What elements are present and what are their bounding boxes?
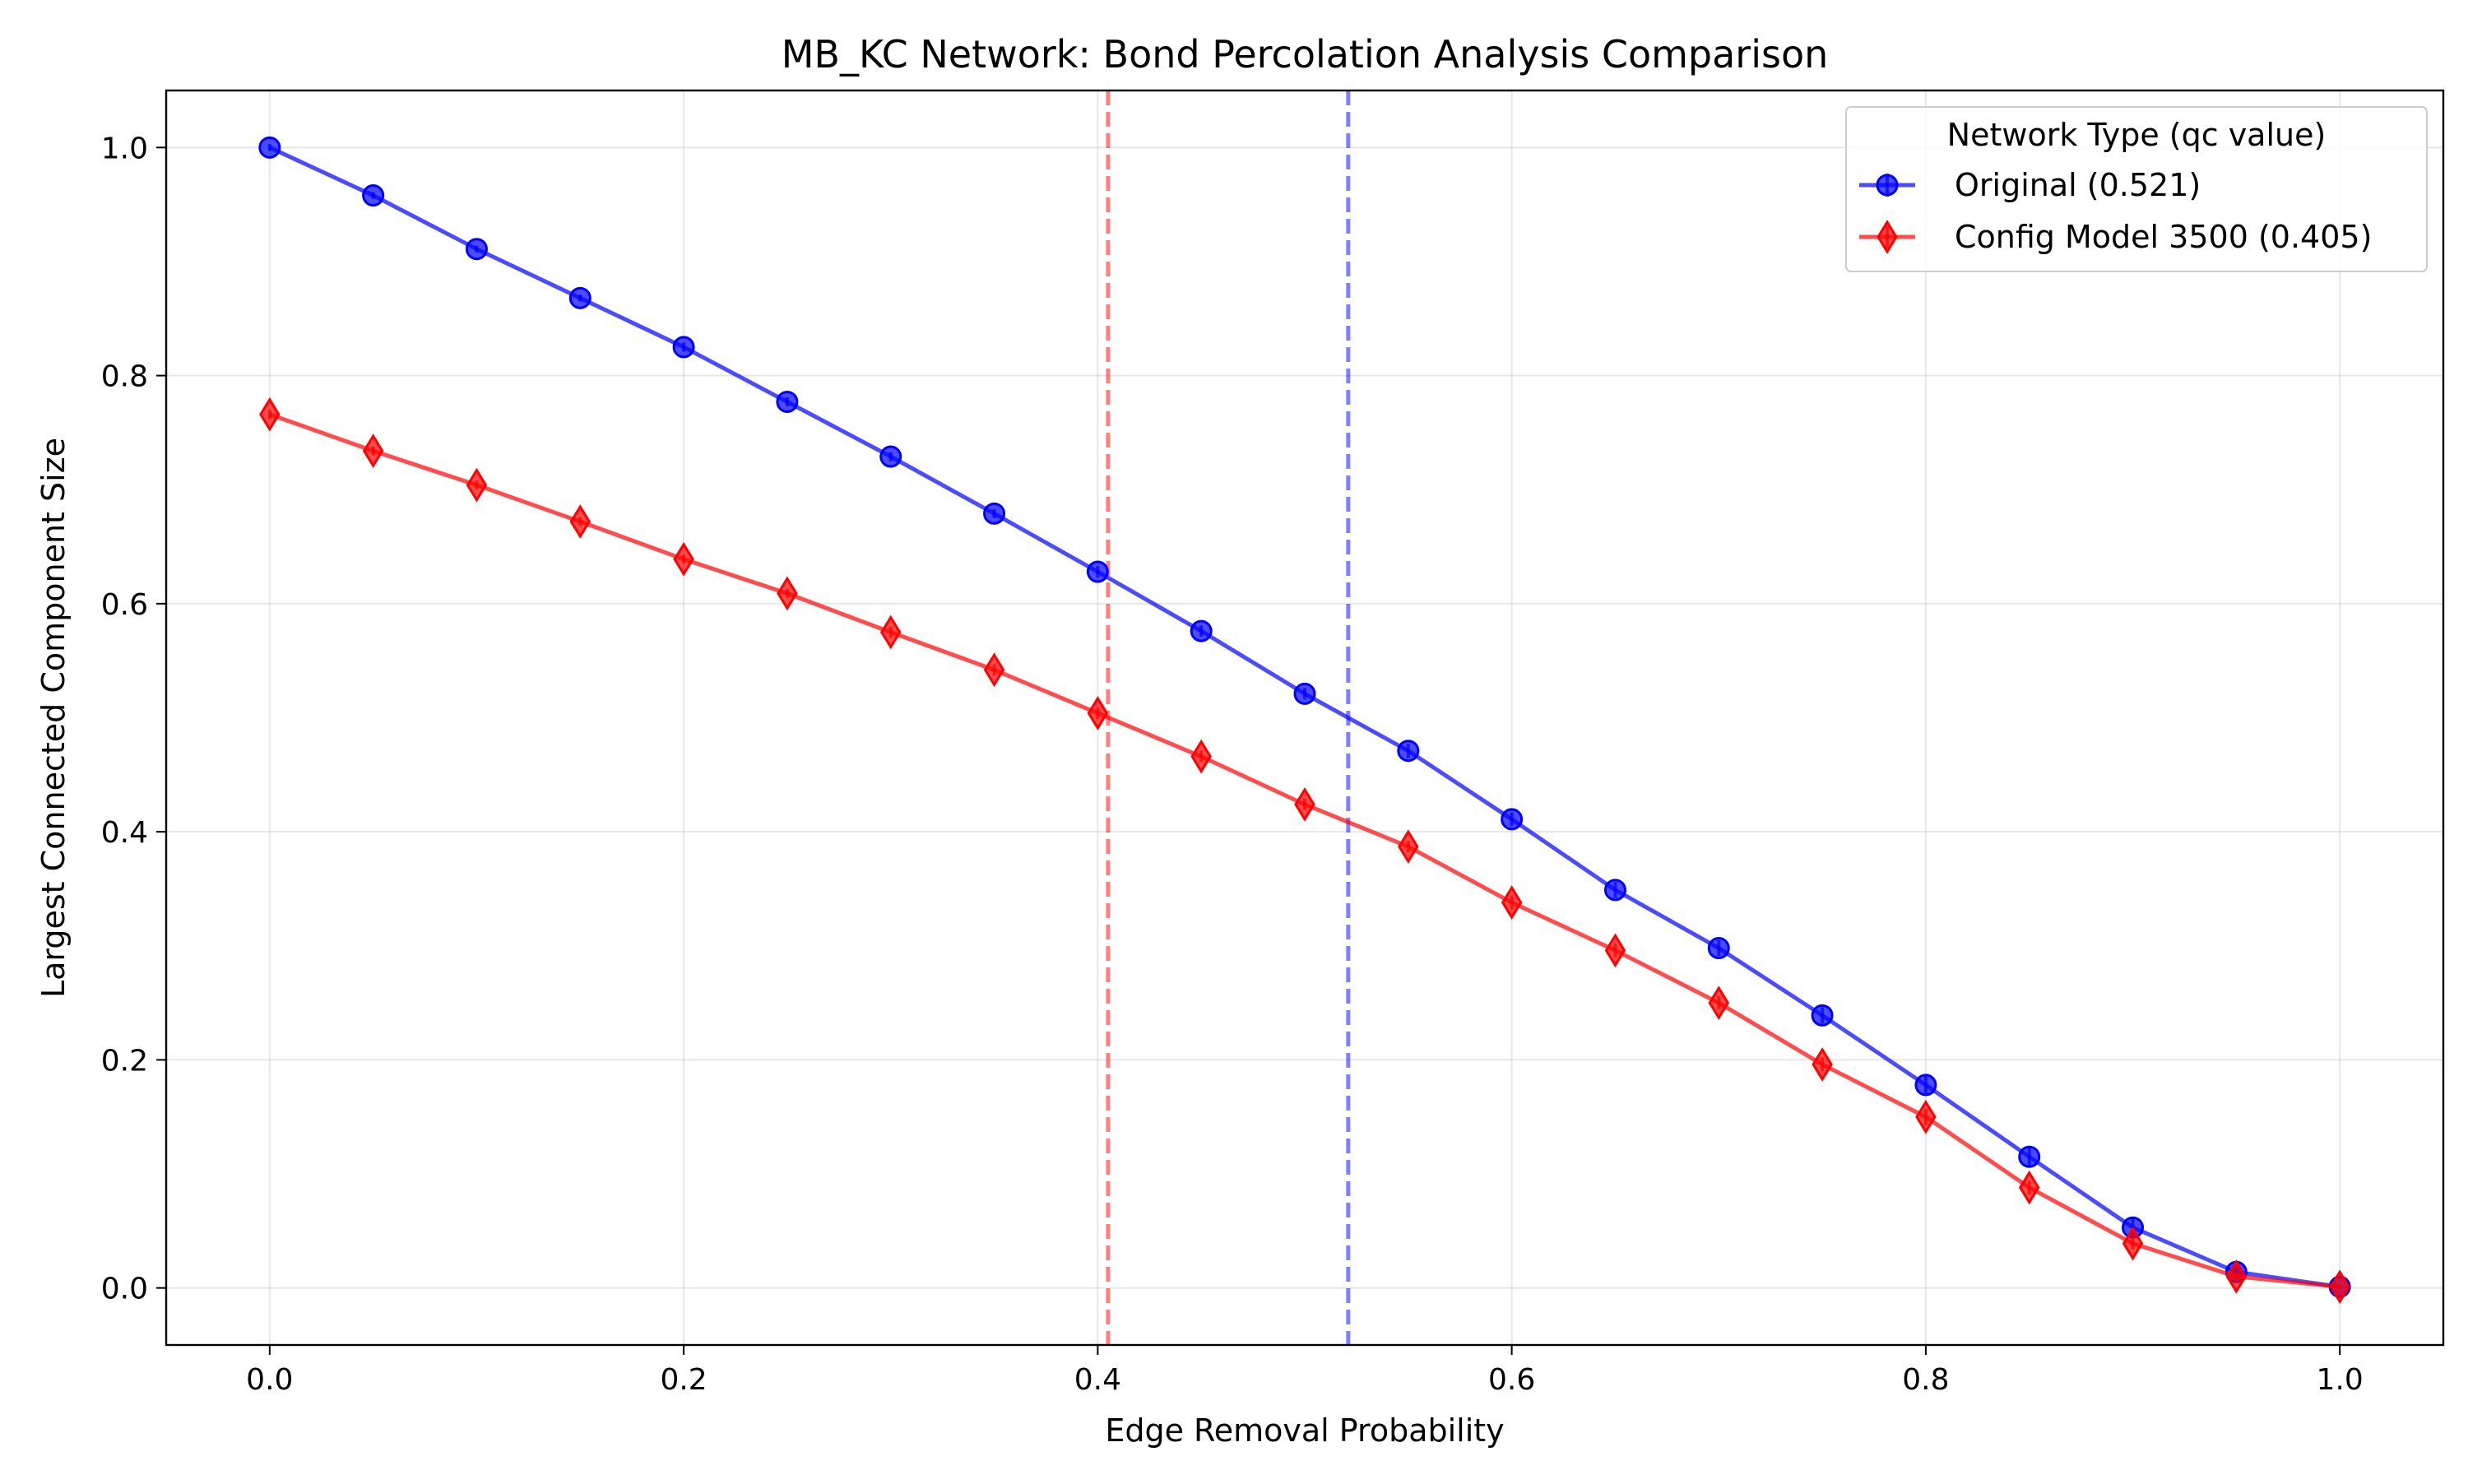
data-point: [1603, 879, 1626, 902]
legend-marker: [1877, 220, 1898, 254]
legend-entries: Original (0.521) Config Model 3500 (0.405…: [1859, 167, 2372, 255]
x-tick-label: 0.4: [1074, 1363, 1121, 1397]
data-point: [1811, 1004, 1834, 1027]
data-point: [1087, 696, 1109, 730]
data-point: [1190, 619, 1213, 642]
data-point: [1086, 560, 1109, 583]
data-point: [362, 184, 385, 207]
y-tick-label: 0.2: [101, 1044, 148, 1078]
legend: Network Type (qc value) Original (0.521)…: [1845, 106, 2428, 272]
legend-label: Config Model 3500 (0.405): [1955, 219, 2372, 255]
y-tick-label: 0.0: [101, 1273, 148, 1306]
data-point: [1294, 786, 1315, 822]
data-point: [672, 336, 695, 359]
data-point: [879, 445, 902, 468]
data-point: [568, 286, 591, 309]
data-point: [1604, 933, 1626, 968]
data-point: [983, 502, 1006, 525]
data-point: [1398, 829, 1419, 865]
data-point: [258, 136, 281, 159]
data-point: [1915, 1099, 1937, 1134]
legend-marker: [1876, 174, 1899, 197]
data-point: [1812, 1047, 1833, 1082]
data-point: [1914, 1074, 1937, 1097]
data-point: [1397, 740, 1420, 763]
data-point: [2225, 1259, 2248, 1294]
y-axis-label: Largest Connected Component Size: [35, 438, 72, 998]
plot-frame: [165, 89, 2445, 1347]
data-point: [776, 390, 799, 413]
data-point: [879, 614, 902, 650]
data-point: [983, 652, 1005, 688]
x-tick-label: 0.2: [660, 1363, 707, 1397]
data-point: [362, 434, 384, 468]
data-point: [1708, 985, 1730, 1020]
axis-ticks: 0.0 0.2 0.4 0.6 0.8 1.0 0.0 0.2 0.4 0.6 0.8 1.0: [101, 132, 2364, 1397]
data-point: [466, 467, 488, 503]
y-tick-label: 0.4: [101, 816, 148, 850]
data-point: [2018, 1170, 2040, 1205]
y-tick-label: 1.0: [101, 132, 148, 165]
data-point: [2018, 1145, 2041, 1168]
data-point: [777, 576, 798, 611]
data-point: [259, 397, 281, 432]
x-tick-label: 0.0: [246, 1363, 293, 1397]
legend-title: Network Type (qc value): [1947, 117, 2327, 153]
data-point: [1501, 885, 1523, 920]
data-point: [2329, 1269, 2350, 1305]
data-point: [465, 238, 488, 261]
x-axis-label: Edge Removal Probability: [1105, 1412, 1504, 1449]
x-tick-label: 0.8: [1902, 1363, 1949, 1397]
legend-box: [1845, 106, 2428, 272]
x-tick-label: 0.6: [1488, 1363, 1535, 1397]
y-tick-label: 0.8: [101, 360, 148, 394]
data-point: [569, 504, 591, 539]
data-point: [1293, 682, 1316, 705]
data-point: [673, 541, 694, 577]
legend-label: Original (0.521): [1955, 167, 2201, 203]
y-tick-label: 0.6: [101, 588, 148, 622]
data-point: [1707, 937, 1730, 960]
data-point: [1501, 808, 1524, 831]
x-tick-label: 1.0: [2317, 1363, 2364, 1397]
data-point: [2122, 1226, 2144, 1261]
chart-title: MB_KC Network: Bond Percolation Analysis…: [782, 32, 1829, 77]
data-point: [1190, 739, 1212, 774]
data-series: [258, 136, 2351, 1305]
series-group: [259, 397, 2350, 1305]
